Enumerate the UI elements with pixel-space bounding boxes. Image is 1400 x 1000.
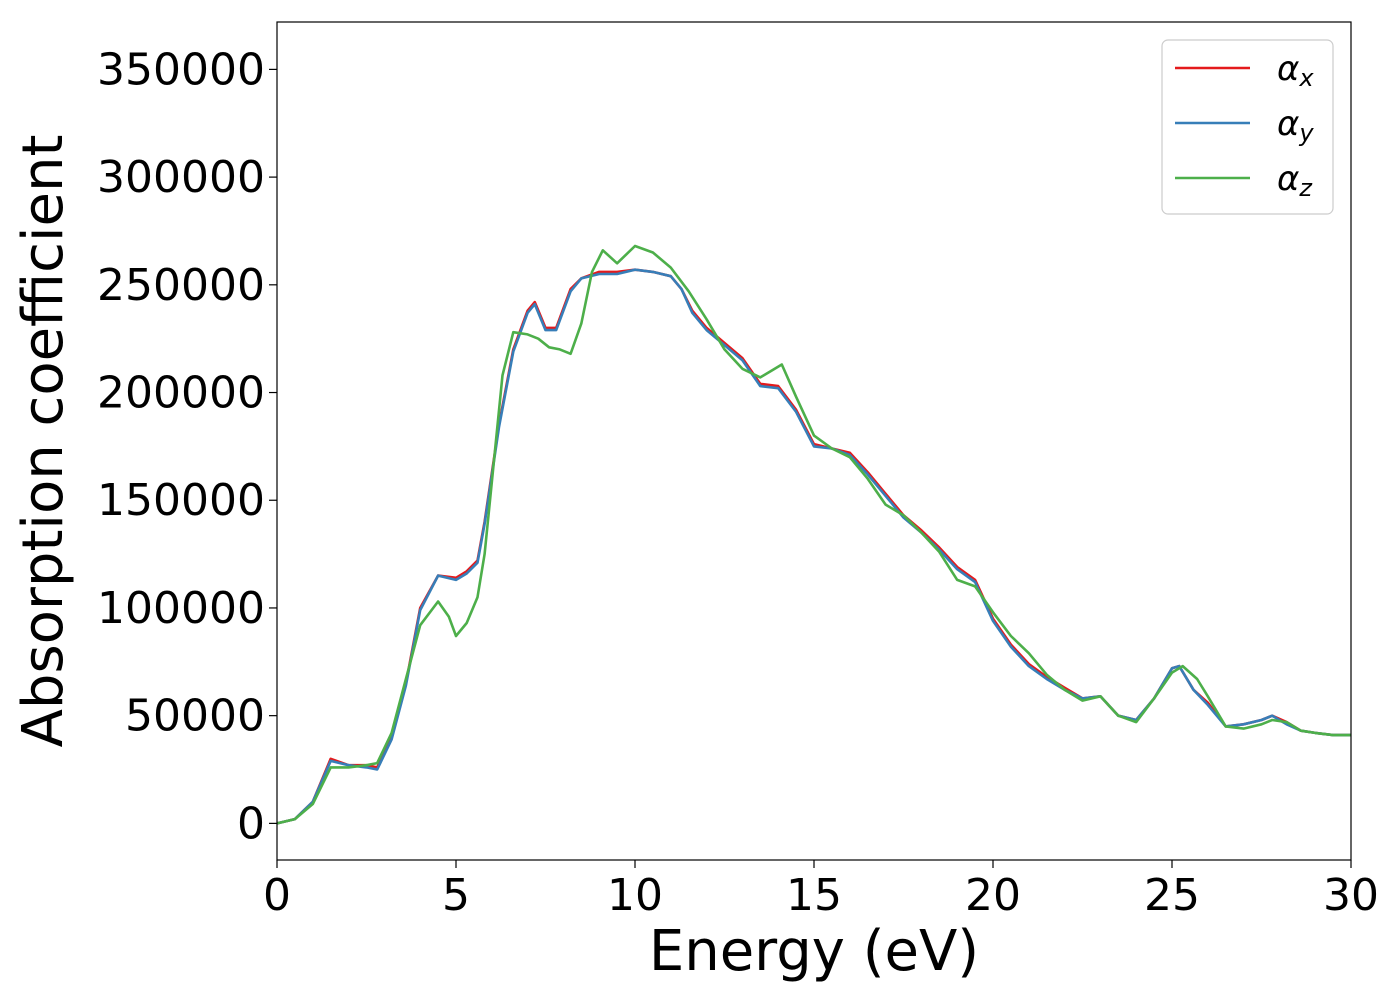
x-tick-label: 25 [1144, 870, 1200, 921]
legend-label-x: αx [1277, 49, 1314, 92]
y-tick-label: 0 [237, 798, 265, 849]
y-tick-label: 350000 [97, 44, 265, 95]
legend-label-z: αz [1277, 159, 1313, 202]
legend: αx αy αz [1161, 39, 1334, 215]
y-axis-ticks: 0 50000 100000 150000 200000 250000 300000 3500… [97, 44, 277, 849]
x-axis-ticks: 0 5 10 15 20 25 30 [263, 860, 1379, 921]
x-tick-label: 10 [607, 870, 663, 921]
x-tick-label: 30 [1323, 870, 1379, 921]
x-tick-label: 15 [786, 870, 842, 921]
x-tick-label: 0 [263, 870, 291, 921]
x-tick-label: 5 [442, 870, 470, 921]
y-tick-label: 250000 [97, 260, 265, 311]
x-tick-label: 20 [965, 870, 1021, 921]
y-tick-label: 200000 [97, 368, 265, 419]
y-tick-label: 150000 [97, 475, 265, 526]
series-line-z [276, 244, 1351, 825]
y-tick-label: 50000 [125, 691, 265, 742]
series-layer [276, 244, 1351, 825]
y-axis-label: Absorption coefficient [11, 135, 76, 748]
x-axis-label: Energy (eV) [649, 919, 979, 984]
legend-label-y: αy [1277, 104, 1314, 147]
y-tick-label: 300000 [97, 152, 265, 203]
series-line-y [276, 268, 1351, 825]
y-tick-label: 100000 [97, 583, 265, 634]
legend-box [1161, 39, 1334, 215]
